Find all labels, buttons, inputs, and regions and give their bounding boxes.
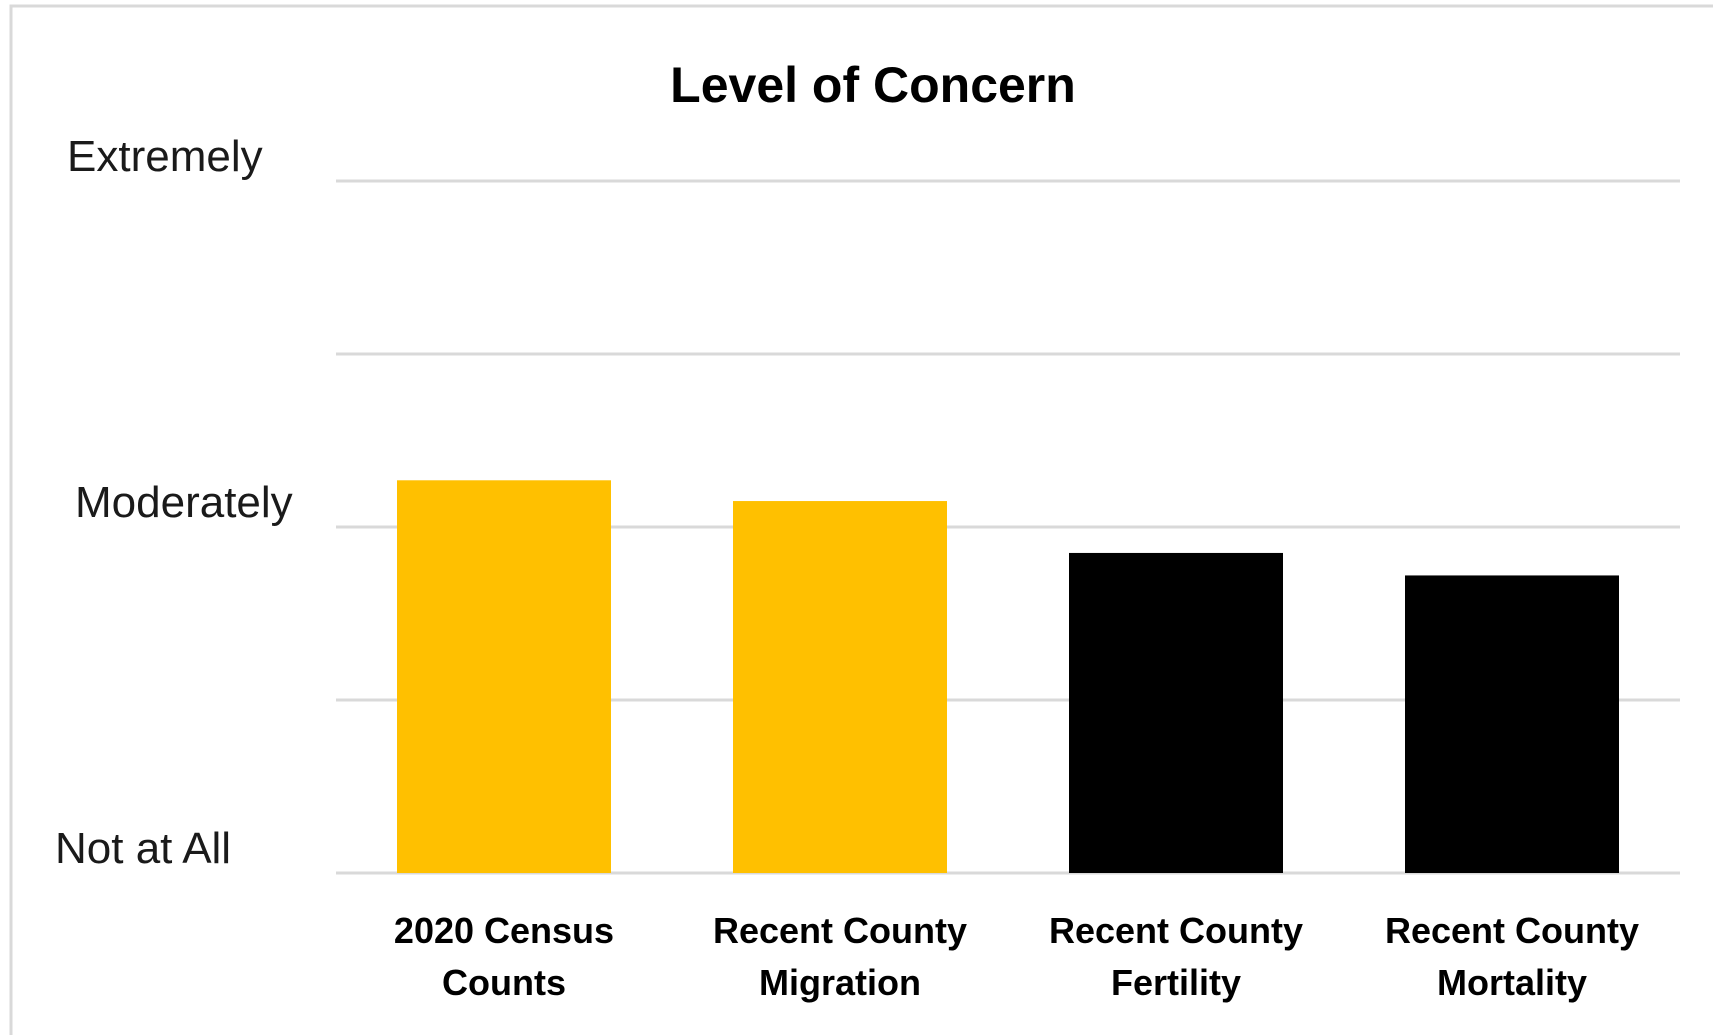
x-tick-label-line: Recent County: [713, 910, 967, 951]
bar-2: [733, 501, 947, 873]
y-tick-label-2: Moderately: [75, 478, 293, 527]
x-tick-label-1: 2020 Census Counts: [394, 910, 614, 1003]
x-tick-label-line: Fertility: [1111, 962, 1241, 1003]
x-tick-label-line: Recent County: [1385, 910, 1639, 951]
x-tick-label-line: Migration: [759, 962, 921, 1003]
x-tick-label-line: Recent County: [1049, 910, 1303, 951]
chart-title: Level of Concern: [670, 57, 1076, 113]
y-tick-label-0: Not at All: [55, 824, 231, 873]
bar-4: [1405, 575, 1619, 873]
bar-1: [397, 480, 611, 873]
x-tick-label-line: Mortality: [1437, 962, 1587, 1003]
bar-layer: [397, 480, 1619, 873]
x-tick-label-3: Recent County Fertility: [1049, 910, 1303, 1003]
y-axis-tick-labels: Not at All Moderately Extremely: [55, 132, 293, 873]
bar-3: [1069, 552, 1283, 873]
x-tick-label-line: 2020 Census: [394, 910, 614, 951]
x-tick-label-line: Counts: [442, 962, 566, 1003]
y-tick-label-4: Extremely: [67, 132, 263, 181]
x-tick-label-2: Recent County Migration: [713, 910, 967, 1003]
x-tick-label-4: Recent County Mortality: [1385, 910, 1639, 1003]
chart-border: [9, 4, 1713, 1035]
